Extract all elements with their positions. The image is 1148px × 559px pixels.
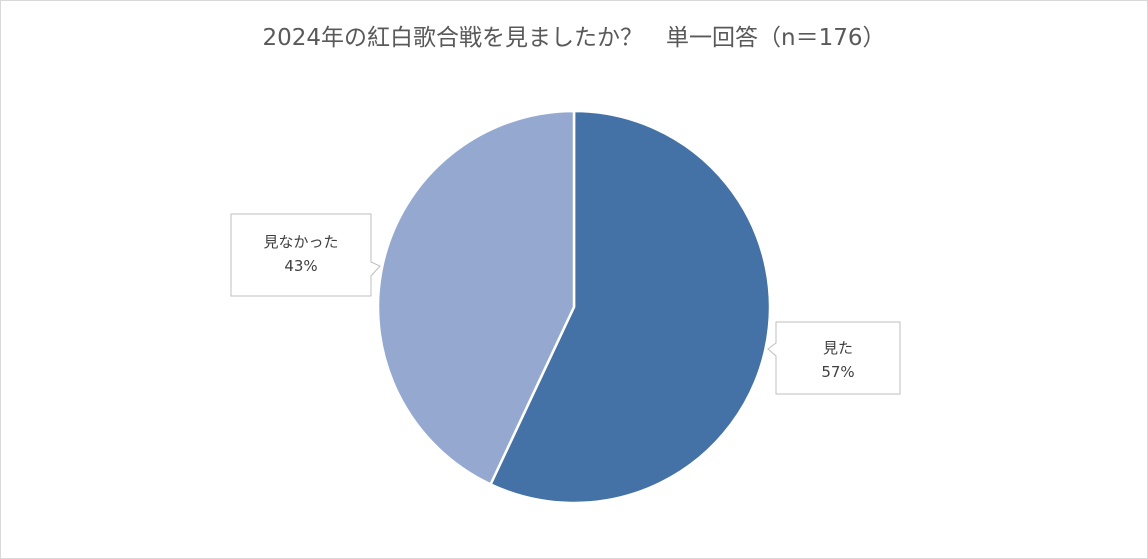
callout-box-mita [767,321,901,395]
pie-slice-0 [489,109,772,505]
data-label-value: 43% [284,257,318,275]
callout-box-minakatta [230,213,381,297]
data-label-category: 見た [822,339,853,357]
pie-slice-1 [376,109,576,486]
data-label-value: 57% [821,363,855,381]
data-label-mita: 見た 57% [776,336,900,384]
chart-title: 2024年の紅白歌合戦を見ましたか？ 単一回答（n＝176） [262,25,886,51]
data-label-category: 見なかった [263,233,339,251]
data-label-minakatta: 見なかった 43% [231,230,371,278]
